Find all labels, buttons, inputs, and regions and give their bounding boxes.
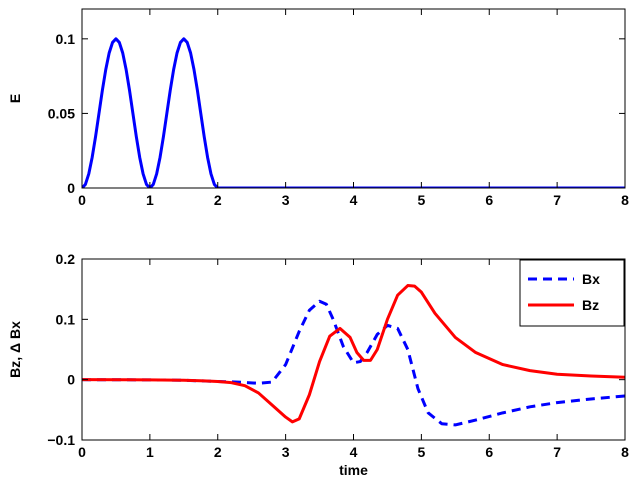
x-tick-label: 8	[621, 444, 629, 460]
x-tick-label: 1	[146, 444, 154, 460]
y-axis-label: E	[7, 94, 23, 103]
chart-top-energy: 0 1 2 3 4 5 6 7 8 0 0.05 0.1 E	[7, 8, 629, 208]
legend-label-bz: Bz	[582, 297, 599, 313]
y-tick-label: 0.1	[56, 31, 76, 47]
y-axis-label: Bz, Δ Bx	[7, 321, 23, 378]
y-tick-label: 0.2	[56, 251, 76, 267]
x-tick-label: 7	[553, 192, 561, 208]
y-tick-label: 0.05	[48, 105, 75, 121]
x-tick-label: 6	[485, 444, 493, 460]
x-tick-label: 0	[78, 192, 86, 208]
x-tick-label: 6	[485, 192, 493, 208]
x-tick-label: 7	[553, 444, 561, 460]
x-tick-label: 8	[621, 192, 629, 208]
x-tick-label: 5	[417, 444, 425, 460]
legend: Bx Bz	[519, 259, 625, 327]
series-line-bx	[82, 299, 625, 427]
x-tick-label: 0	[78, 444, 86, 460]
legend-label-bx: Bx	[582, 271, 600, 287]
y-tick-label: 0.1	[56, 311, 76, 327]
y-tick-label: 0	[67, 180, 75, 196]
y-tick-label: 0	[67, 372, 75, 388]
x-tick-label: 4	[350, 444, 358, 460]
x-tick-label: 3	[282, 444, 290, 460]
x-axis-label: time	[339, 462, 368, 478]
x-tick-label: 2	[214, 192, 222, 208]
legend-box	[519, 259, 625, 327]
x-tick-label: 4	[350, 192, 358, 208]
series-line-0	[82, 37, 625, 188]
y-tick-label: −0.1	[47, 432, 75, 448]
x-tick-label: 1	[146, 192, 154, 208]
plot-area	[82, 37, 625, 188]
plot-area	[82, 284, 625, 427]
x-tick-label: 5	[417, 192, 425, 208]
x-tick-label: 2	[214, 444, 222, 460]
series-line-bz	[82, 284, 625, 424]
x-tick-label: 3	[282, 192, 290, 208]
